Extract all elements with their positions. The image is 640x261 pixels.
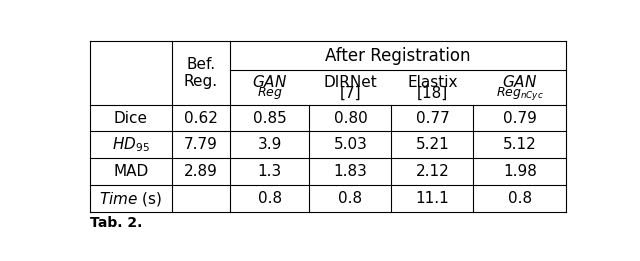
Text: 0.8: 0.8 — [339, 191, 362, 206]
Text: $Time$ (s): $Time$ (s) — [99, 190, 163, 208]
Text: Tab. 2.: Tab. 2. — [90, 216, 142, 230]
Text: 5.03: 5.03 — [333, 138, 367, 152]
Text: 2.89: 2.89 — [184, 164, 218, 179]
Text: MAD: MAD — [113, 164, 148, 179]
Text: 0.79: 0.79 — [503, 110, 537, 126]
Text: [7]: [7] — [340, 86, 362, 101]
Text: Bef.
Reg.: Bef. Reg. — [184, 57, 218, 89]
Text: 0.85: 0.85 — [253, 110, 287, 126]
Text: DIRNet: DIRNet — [324, 75, 378, 90]
Text: 0.8: 0.8 — [258, 191, 282, 206]
Text: Dice: Dice — [114, 110, 148, 126]
Text: 0.80: 0.80 — [333, 110, 367, 126]
Text: $HD_{95}$: $HD_{95}$ — [112, 135, 150, 154]
Text: 5.12: 5.12 — [503, 138, 537, 152]
Text: 1.98: 1.98 — [503, 164, 537, 179]
Text: $Reg_{nCyc}$: $Reg_{nCyc}$ — [496, 85, 544, 102]
Text: 0.77: 0.77 — [415, 110, 449, 126]
Text: 0.62: 0.62 — [184, 110, 218, 126]
Text: 7.79: 7.79 — [184, 138, 218, 152]
Text: After Registration: After Registration — [325, 47, 471, 65]
Text: $Reg$: $Reg$ — [257, 85, 283, 101]
Text: 5.21: 5.21 — [415, 138, 449, 152]
Text: $GAN$: $GAN$ — [252, 74, 287, 90]
Text: 11.1: 11.1 — [415, 191, 449, 206]
Text: 3.9: 3.9 — [258, 138, 282, 152]
Text: [18]: [18] — [417, 86, 448, 101]
Text: $GAN$: $GAN$ — [502, 74, 538, 90]
Text: Elastix: Elastix — [407, 75, 458, 90]
Text: 1.3: 1.3 — [258, 164, 282, 179]
Text: 1.83: 1.83 — [333, 164, 367, 179]
Text: 2.12: 2.12 — [415, 164, 449, 179]
Text: 0.8: 0.8 — [508, 191, 532, 206]
